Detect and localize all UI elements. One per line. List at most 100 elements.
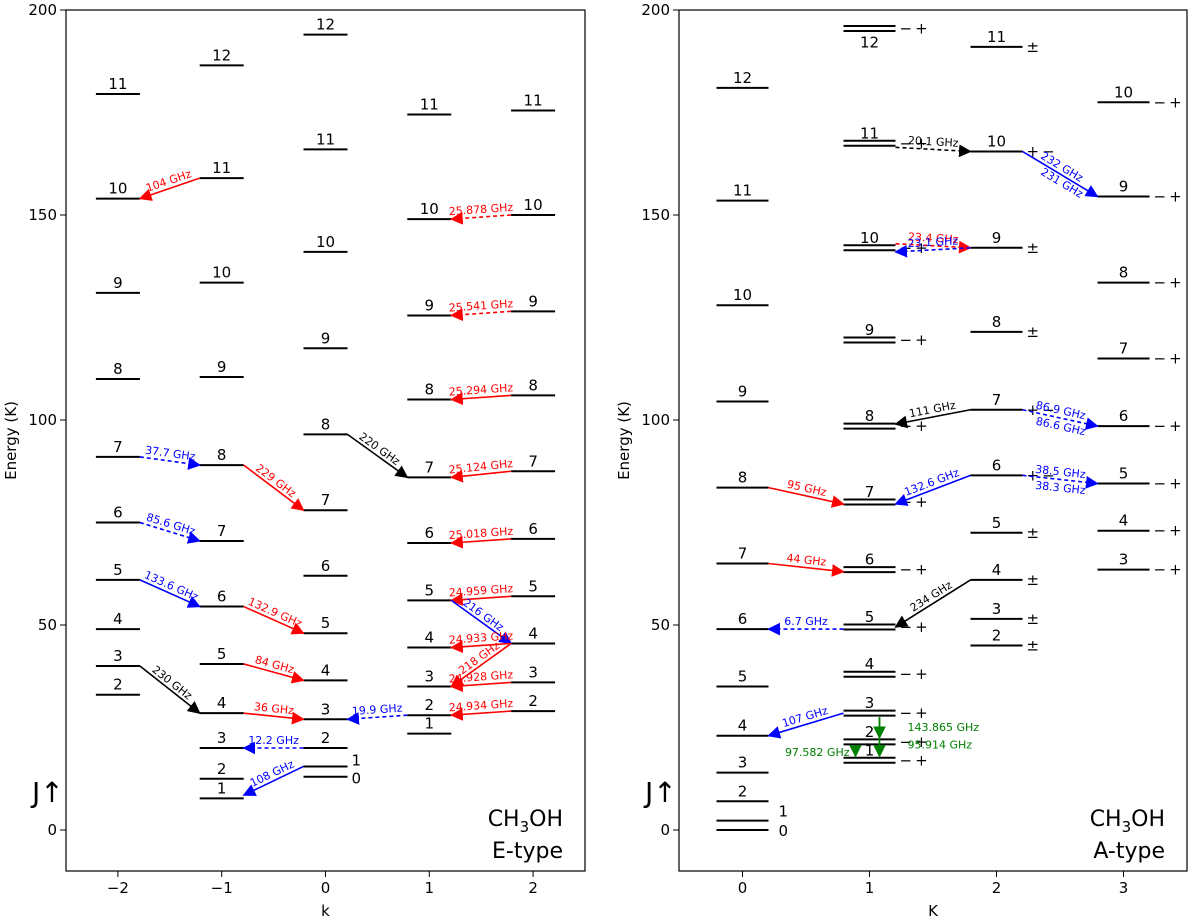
transition-arrow [138, 177, 200, 201]
level-j-label: 3 [217, 729, 227, 747]
level-j-label: 8 [217, 446, 227, 464]
transition-label: 234 GHz [908, 578, 955, 614]
x-tick-label: 2 [992, 879, 1002, 897]
y-tick-label: 200 [641, 1, 670, 19]
level-j-label: 11 [316, 130, 335, 148]
level-j-label: 8 [113, 360, 123, 378]
formula-part: CH [1090, 807, 1122, 832]
level-j-label: 5 [528, 577, 538, 595]
level-j-label: 5 [992, 514, 1002, 532]
level-j-label: 6 [528, 520, 538, 538]
transition-label: 25.541 GHz [448, 297, 514, 314]
transition-arrow [450, 211, 512, 225]
level-j-label: 3 [425, 668, 435, 686]
transition-arrow [768, 486, 845, 508]
level-j-label: 5 [865, 608, 875, 626]
level-j-label: 8 [738, 469, 748, 487]
level-j-label: 6 [217, 588, 227, 606]
transition-label: 216 GHz [460, 596, 506, 634]
transition-label: 25.294 GHz [448, 381, 514, 398]
transition-arrow [450, 642, 512, 688]
y-tick-label: 200 [28, 1, 57, 19]
transition-arrow [450, 708, 512, 721]
level-j-label: 9 [425, 296, 435, 314]
level-j-label: 11 [987, 28, 1006, 46]
level-j-label: 2 [113, 676, 123, 694]
level-j-label: 9 [992, 229, 1002, 247]
parity-label: − + [1154, 522, 1182, 540]
level-j-label: 7 [865, 483, 875, 501]
parity-label: − + [900, 19, 928, 37]
level-j-label: 5 [1119, 465, 1129, 483]
level-j-label: 7 [425, 458, 435, 476]
level-j-label: 9 [528, 292, 538, 310]
parity-label: − + [900, 618, 928, 636]
level-j-label: 8 [865, 407, 875, 425]
level-j-label: 4 [992, 561, 1002, 579]
transition-label: 24.933 GHz [448, 629, 514, 646]
level-j-label: 6 [113, 504, 123, 522]
level-j-label: 4 [425, 629, 435, 647]
level-j-label: 10 [420, 200, 439, 218]
level-j-label: 3 [113, 647, 123, 665]
level-j-label: 9 [865, 321, 875, 339]
level-j-label: 9 [738, 383, 748, 401]
parity-label: − + [900, 751, 928, 769]
transition-arrow [767, 712, 844, 739]
transition-arrow [895, 144, 972, 158]
symmetry-type: A-type [1093, 839, 1165, 864]
y-tick-label: 100 [28, 411, 57, 429]
transition-label: 44 GHz [786, 551, 827, 568]
level-j-label: 11 [212, 159, 231, 177]
level-j-label: 12 [212, 46, 231, 64]
level-j-label: 7 [1119, 340, 1129, 358]
level-j-label: 7 [113, 438, 123, 456]
transition-label: 25.018 GHz [448, 525, 514, 542]
transition-arrow [1022, 150, 1099, 198]
transition-arrow [243, 605, 305, 635]
x-tick-label: −2 [107, 879, 129, 897]
transition-label: 23.1 GHz [907, 234, 958, 250]
parity-label: − + [1154, 475, 1182, 493]
parity-label: − + [900, 665, 928, 683]
level-j-label: 4 [217, 694, 227, 712]
parity-label: ± [1027, 323, 1040, 341]
transition-arrow [346, 712, 408, 725]
level-j-label: 2 [528, 692, 538, 710]
y-tick-label: 150 [28, 206, 57, 224]
level-j-label: 4 [113, 610, 123, 628]
level-j-label: 6 [992, 456, 1002, 474]
level-j-label: 9 [113, 274, 123, 292]
level-j-label: 4 [738, 717, 748, 735]
transition-label: 38.5 GHz [1035, 463, 1087, 481]
transition-arrow [450, 679, 512, 693]
transition-arrow [243, 711, 305, 725]
level-j-label: 2 [321, 729, 331, 747]
level-j-label: 11 [733, 182, 752, 200]
level-j-label: 12 [860, 33, 879, 51]
level-j-label: 0 [779, 822, 789, 840]
parity-label: − + [1154, 350, 1182, 368]
parity-label: − + [900, 561, 928, 579]
transition-arrow [450, 593, 512, 606]
transition-arrow [347, 433, 409, 479]
transition-label: 36 GHz [253, 700, 294, 717]
parity-label: − + [900, 331, 928, 349]
transition-arrow [450, 469, 512, 483]
transition-arrow [450, 535, 512, 549]
parity-label: − + [900, 733, 928, 751]
formula-subscript: 3 [520, 818, 530, 836]
transition-label: 107 GHz [781, 704, 830, 730]
level-j-label: 2 [425, 696, 435, 714]
transition-arrow [139, 579, 201, 608]
level-j-label: 6 [865, 551, 875, 569]
parity-label: − + [1154, 417, 1182, 435]
transition-arrow [243, 464, 305, 511]
level-j-label: 2 [217, 760, 227, 778]
parity-label: − + [1154, 93, 1182, 111]
x-tick-label: 2 [528, 879, 538, 897]
level-j-label: 3 [992, 600, 1002, 618]
level-j-label: 8 [528, 376, 538, 394]
